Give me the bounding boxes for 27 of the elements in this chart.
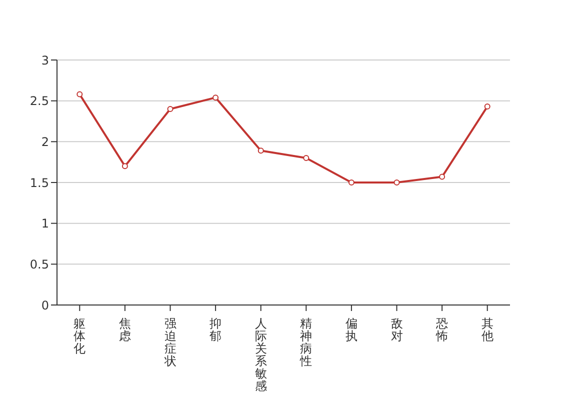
point	[167, 106, 174, 112]
y-tick-label: 2.5	[30, 94, 49, 108]
y-tick-label: 3	[41, 53, 49, 68]
point	[76, 91, 83, 98]
point	[439, 174, 446, 180]
x-tick-label: 躯体化	[74, 316, 86, 356]
y-tick-label: 1.5	[30, 176, 49, 190]
x-tick-label: 精神病性	[299, 316, 312, 368]
point	[258, 148, 264, 154]
point	[348, 180, 354, 186]
point	[484, 104, 490, 110]
point	[303, 155, 310, 161]
x-tick-label: 恐怖	[435, 316, 448, 344]
y-tick-label: 0.5	[30, 257, 49, 272]
y-tick-label: 2	[41, 134, 49, 149]
point	[122, 163, 128, 170]
y-tick-label: 0	[41, 298, 49, 312]
x-tick-label: 焦虑	[118, 316, 131, 344]
point	[394, 180, 400, 186]
x-tick-label: 敌对	[390, 316, 403, 344]
y-tick-label: 1	[41, 216, 49, 231]
x-tick-label: 其他	[481, 316, 494, 344]
x-tick-label: 人际关系敏感	[254, 316, 267, 394]
x-tick-label: 抑郁	[210, 316, 222, 344]
x-tick-label: 强迫症状	[163, 316, 176, 368]
x-tick-label: 偏执	[345, 316, 358, 344]
point	[212, 94, 219, 101]
